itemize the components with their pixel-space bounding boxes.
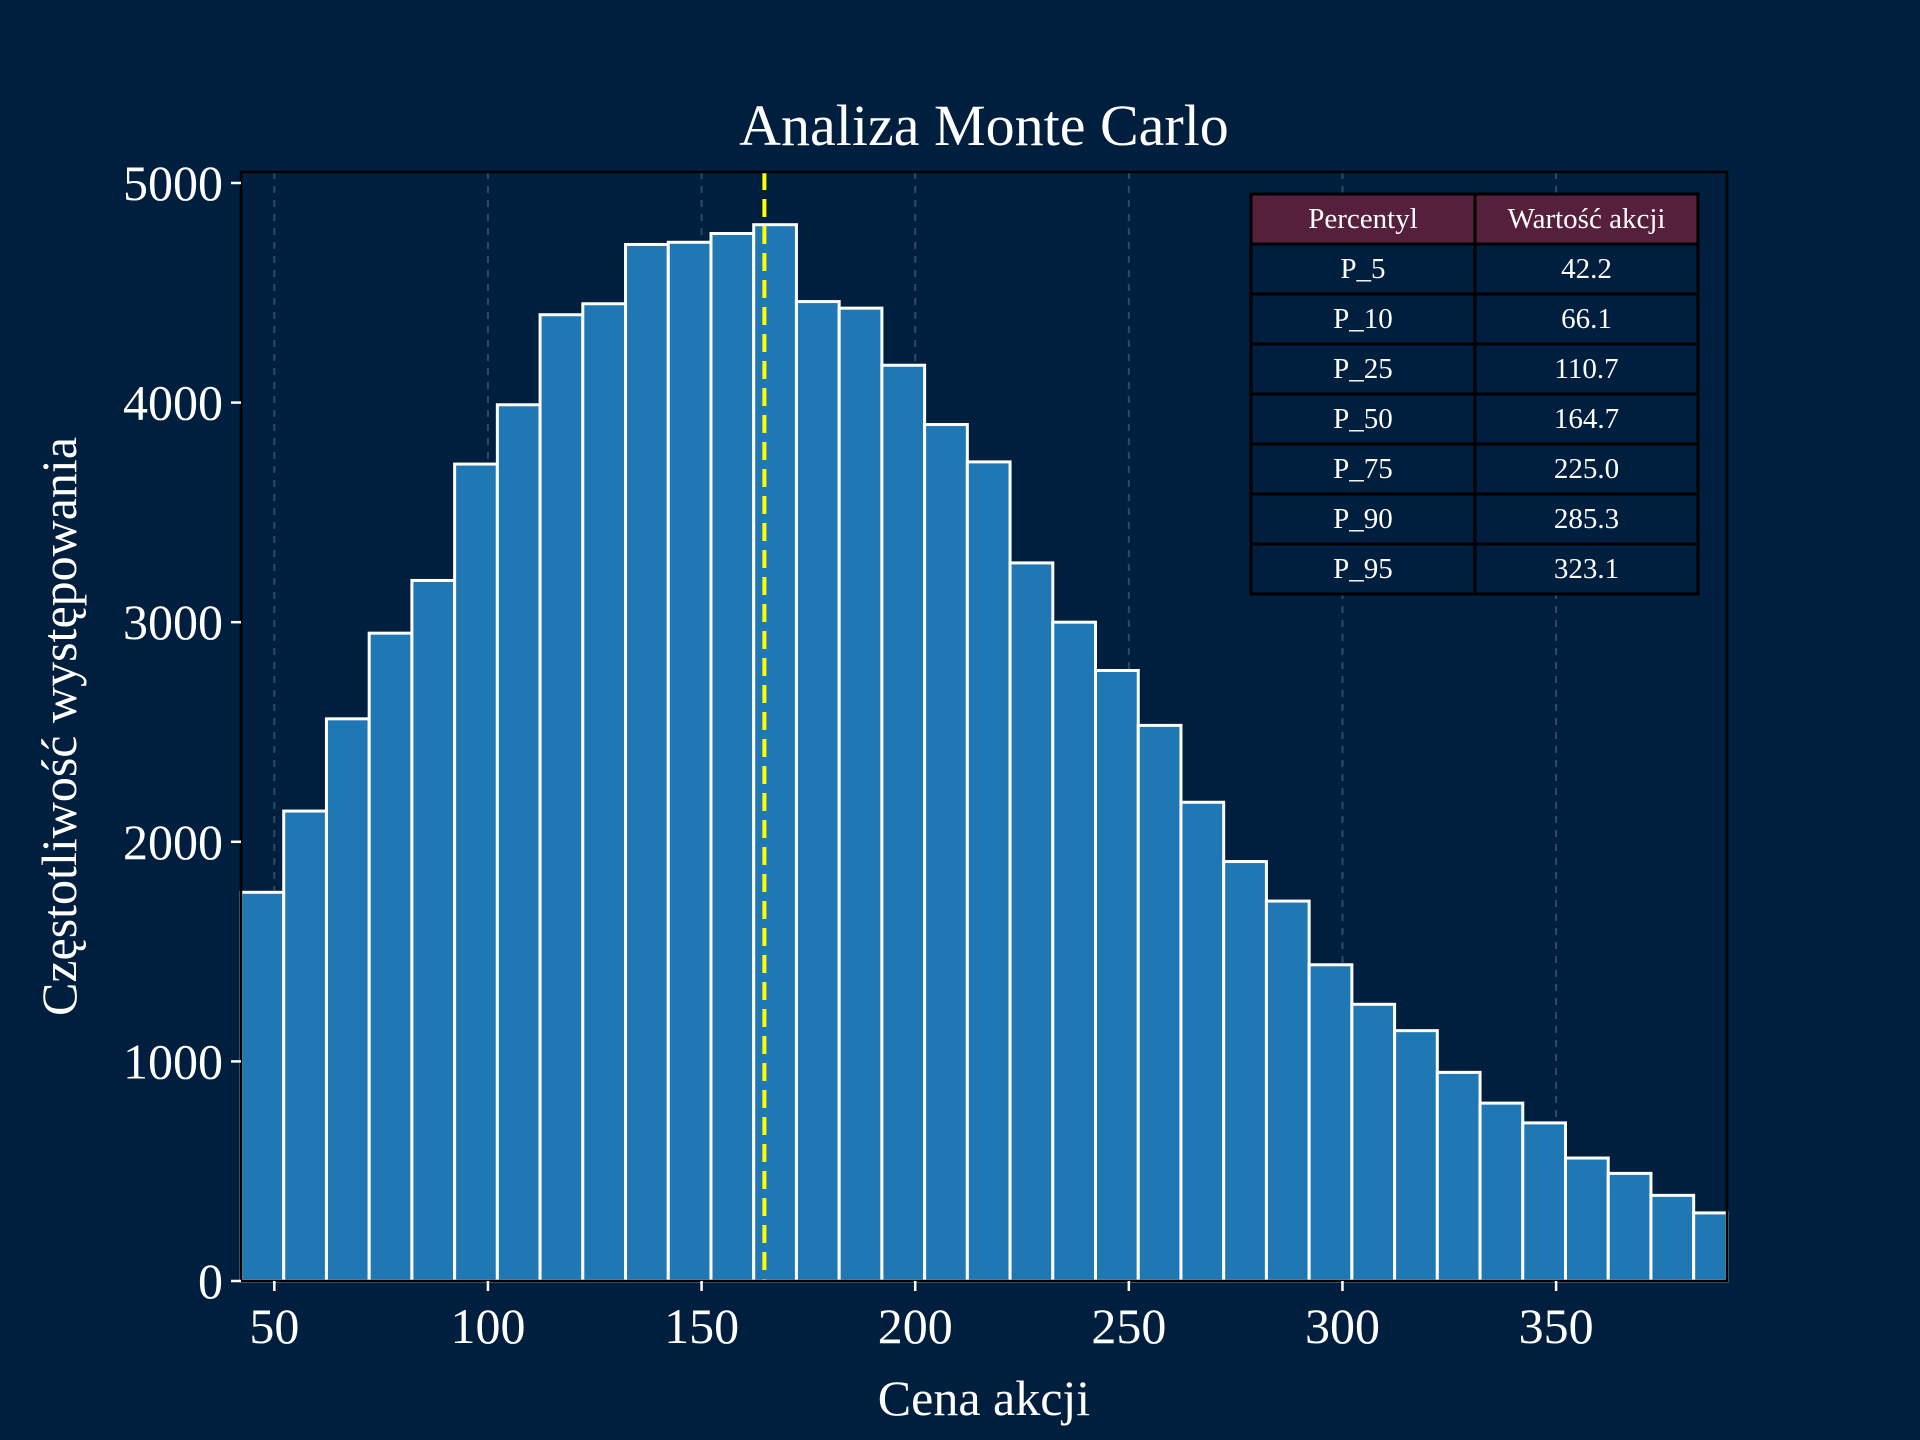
histogram-bar: [282, 809, 328, 1283]
percentile-value: 110.7: [1554, 353, 1618, 385]
y-axis-label: Częstotliwość występowania: [31, 437, 87, 1016]
histogram-bar: [410, 578, 457, 1283]
histogram-bar: [752, 223, 798, 1283]
y-tick-label: 0: [198, 1253, 223, 1309]
percentile-label: P_95: [1333, 553, 1393, 585]
histogram-bar: [1606, 1171, 1653, 1283]
x-axis-label: Cena akcji: [878, 1370, 1090, 1426]
y-tick-label: 3000: [123, 594, 223, 650]
percentile-value: 66.1: [1561, 303, 1612, 335]
histogram-bar: [1136, 723, 1183, 1283]
table-cell: [1249, 292, 1477, 346]
histogram-bar: [1222, 860, 1268, 1283]
bars-layer: [239, 223, 1729, 1283]
percentile-table: Percentyl Wartość akcji P_5 42.2 P_10 66.1 P_2…: [1249, 192, 1700, 596]
percentile-value: 164.7: [1554, 403, 1619, 435]
histogram-bar: [837, 306, 884, 1283]
table-cell: [1249, 392, 1477, 446]
percentile-label: P_25: [1333, 353, 1393, 385]
percentile-label: P_10: [1333, 303, 1393, 335]
table-cell: [1249, 342, 1477, 396]
x-tick-label: 350: [1519, 1298, 1594, 1354]
plot-frame: [239, 170, 1729, 1283]
table-cell: [1473, 242, 1700, 296]
histogram-bar: [709, 231, 756, 1283]
histogram-bar: [1008, 561, 1055, 1283]
chart-title: Analiza Monte Carlo: [739, 93, 1229, 158]
x-tick-label: 50: [249, 1298, 299, 1354]
percentile-label: P_50: [1333, 403, 1393, 435]
histogram-bar: [1649, 1193, 1696, 1283]
histogram-bar: [538, 313, 585, 1283]
percentile-label: P_5: [1340, 253, 1385, 285]
histogram-bar: [666, 240, 713, 1283]
table-cell: [1473, 292, 1700, 346]
y-tick-label: 5000: [123, 155, 223, 211]
histogram-bar: [495, 403, 542, 1283]
x-tick-label: 250: [1091, 1298, 1166, 1354]
histogram-bar: [1692, 1211, 1729, 1283]
histogram-bar: [794, 300, 841, 1283]
x-tick-label: 300: [1305, 1298, 1380, 1354]
percentile-value: 225.0: [1554, 453, 1619, 485]
histogram-bar: [239, 890, 286, 1283]
percentile-value: 323.1: [1554, 553, 1619, 585]
table-header-cell: [1473, 192, 1700, 246]
percentile-value: 42.2: [1561, 253, 1612, 285]
histogram-bar: [367, 631, 414, 1283]
histogram-bar: [1094, 669, 1140, 1283]
table-header-label: Percentyl: [1308, 203, 1418, 235]
histogram-bar: [1563, 1156, 1610, 1283]
percentile-label: P_75: [1333, 453, 1393, 485]
histogram-bar: [923, 423, 969, 1283]
y-tick-label: 4000: [123, 375, 223, 431]
x-tick-label: 200: [878, 1298, 953, 1354]
histogram-bar: [1435, 1070, 1482, 1283]
table-cell: [1473, 542, 1700, 596]
table-cell: [1473, 492, 1700, 546]
histogram-bar: [965, 460, 1012, 1283]
y-tick-label: 1000: [123, 1033, 223, 1089]
table-cell: [1473, 442, 1700, 496]
table-cell: [1249, 442, 1477, 496]
table-cell: [1473, 342, 1700, 396]
histogram-bar: [1478, 1101, 1525, 1283]
table-header-label: Wartość akcji: [1508, 203, 1666, 235]
histogram-bar: [324, 717, 371, 1283]
table-cell: [1249, 542, 1477, 596]
histogram-bar: [1350, 1002, 1397, 1283]
histogram-bar: [1393, 1029, 1439, 1283]
percentile-value: 285.3: [1554, 503, 1619, 535]
histogram-bar: [1521, 1121, 1567, 1283]
histogram-bar: [1179, 800, 1226, 1283]
histogram-bar: [581, 302, 628, 1283]
histogram-bar: [1051, 620, 1098, 1283]
histogram-bar: [1307, 963, 1354, 1283]
histogram-bar: [453, 462, 499, 1283]
ticks-layer: 50 100 150 200 250 300 350 0 1000 2000 3000 4000 500…: [123, 155, 1594, 1354]
y-tick-label: 2000: [123, 814, 223, 870]
histogram-bar: [880, 363, 927, 1283]
x-tick-label: 150: [664, 1298, 739, 1354]
percentile-label: P_90: [1333, 503, 1393, 535]
x-tick-label: 100: [450, 1298, 525, 1354]
histogram-bar: [1264, 899, 1311, 1283]
table-cell: [1473, 392, 1700, 446]
histogram-bar: [624, 242, 670, 1283]
